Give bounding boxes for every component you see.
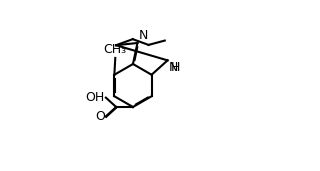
Text: O: O xyxy=(95,110,105,123)
Text: N: N xyxy=(138,29,148,42)
Text: H: H xyxy=(171,61,180,74)
Text: OH: OH xyxy=(86,91,105,104)
Text: CH₃: CH₃ xyxy=(104,43,127,56)
Text: N: N xyxy=(169,61,178,74)
